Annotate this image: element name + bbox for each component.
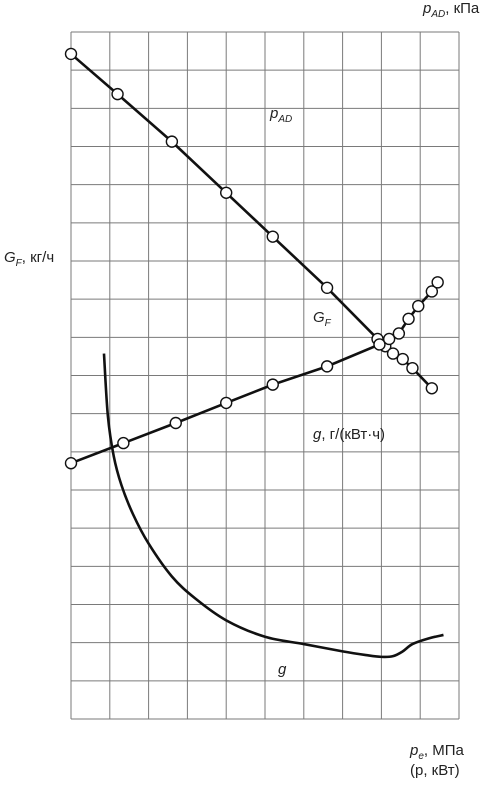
bottom-axis-label-line2: (p, кВт)	[410, 762, 460, 779]
bottom-axis-label-line1: pe, МПа	[410, 742, 464, 762]
data-point-g-f	[425, 285, 439, 298]
series-label-p-ad: pAD	[270, 105, 293, 125]
data-point-g-f	[392, 327, 406, 340]
left-axis-label: GF, кг/ч	[4, 249, 55, 269]
series-line-g	[102, 353, 444, 659]
data-point-p-ad	[396, 352, 409, 366]
grid	[70, 31, 460, 720]
data-point-g-f	[169, 416, 182, 430]
chart-markers	[64, 47, 444, 470]
data-point-p-ad	[386, 347, 400, 360]
data-point-p-ad	[406, 361, 419, 375]
data-point-g-f	[320, 360, 334, 373]
data-point-g-f	[402, 312, 415, 326]
data-point-p-ad	[165, 135, 179, 148]
series-label-g: g, г/(кВт·ч)	[313, 426, 386, 443]
data-point-g-f	[219, 396, 233, 410]
data-point-g-f	[64, 457, 78, 470]
data-point-g-f	[382, 332, 396, 346]
data-point-p-ad	[111, 87, 124, 101]
data-point-g-f	[431, 276, 444, 289]
data-point-g-f	[117, 436, 130, 450]
data-point-p-ad	[219, 186, 233, 199]
series-label-g-f: GF	[313, 309, 331, 329]
data-point-p-ad	[266, 230, 279, 243]
data-point-g-f	[373, 338, 386, 351]
top-axis-label: pAD, кПа	[423, 0, 480, 20]
curve-label-g: g	[278, 661, 287, 678]
data-point-p-ad	[425, 382, 439, 395]
data-point-p-ad	[64, 47, 78, 61]
data-point-g-f	[412, 299, 425, 313]
data-point-p-ad	[320, 281, 334, 294]
data-point-g-f	[266, 378, 279, 391]
